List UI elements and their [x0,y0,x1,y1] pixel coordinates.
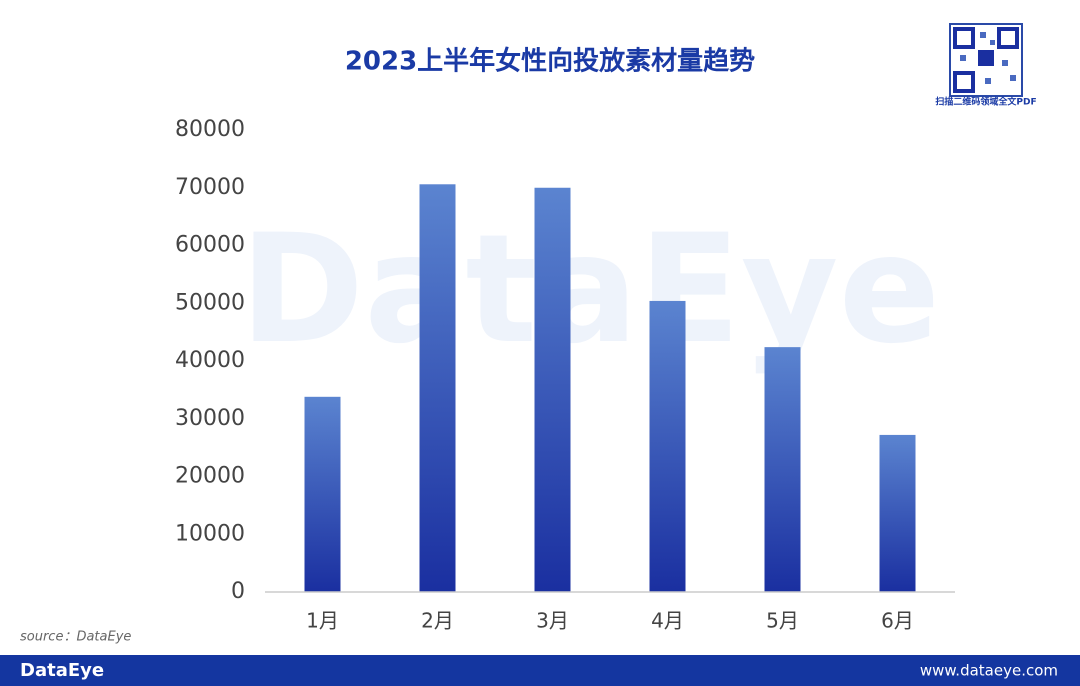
footer-url: www.dataeye.com [920,662,1058,680]
bar [879,434,916,592]
y-tick-label: 40000 [175,348,245,373]
y-tick-label: 10000 [175,521,245,546]
chart-title: 2023上半年女性向投放素材量趋势 [345,46,755,77]
bar [304,396,341,592]
footer-brand: DataEye [20,660,104,681]
watermark: DataEye [240,203,941,377]
y-tick-label: 0 [231,579,245,604]
qr-code [949,23,1023,97]
x-tick-label: 1月 [306,609,339,633]
x-tick-label: 4月 [651,609,684,633]
footer-bar [0,655,1080,686]
y-tick-label: 60000 [175,233,245,258]
y-tick-label: 30000 [175,406,245,431]
y-tick-label: 20000 [175,464,245,489]
y-tick-label: 70000 [175,175,245,200]
bar [534,187,571,592]
x-tick-label: 5月 [766,609,799,633]
source: source：DataEye [20,630,131,645]
x-tick-label: 6月 [881,609,914,633]
x-tick-label: 3月 [536,609,569,633]
x-tick-label: 2月 [421,609,454,633]
y-tick-label: 50000 [175,290,245,315]
bar [764,347,801,592]
bar [649,300,686,592]
bar [419,184,456,592]
qr-caption: 扫描二维码领域全文PDF [935,96,1036,108]
y-tick-label: 80000 [175,117,245,142]
